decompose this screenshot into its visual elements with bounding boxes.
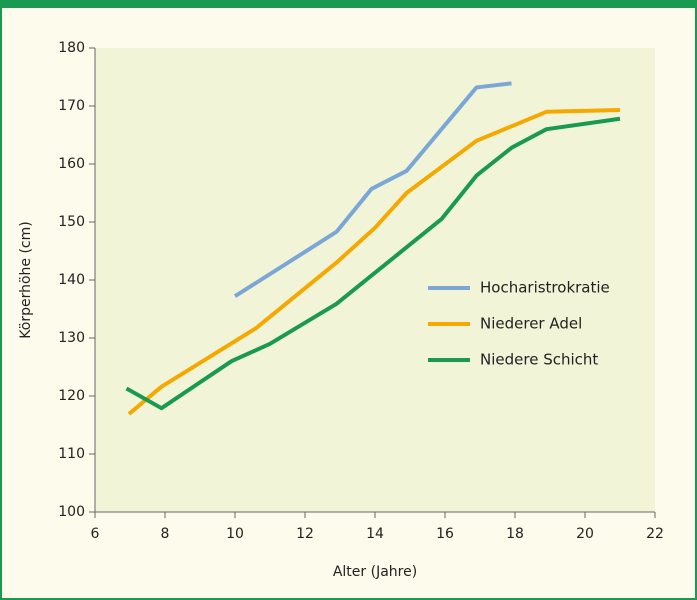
y-tick-label: 110 (58, 446, 85, 462)
series-line (233, 81, 512, 298)
x-tick-label: 20 (576, 526, 594, 542)
x-tick-label: 18 (506, 526, 524, 542)
x-tick-label: 22 (646, 526, 664, 542)
y-tick-label: 170 (58, 98, 85, 114)
top-bar (0, 0, 697, 8)
x-tick-label: 14 (366, 526, 384, 542)
y-tick-label: 180 (58, 40, 85, 56)
series-line (125, 116, 621, 411)
x-tick-label: 8 (161, 526, 170, 542)
x-tick-label: 16 (436, 526, 454, 542)
y-tick-label: 160 (58, 156, 85, 172)
legend-label: Niederer Adel (480, 315, 582, 333)
series-line (127, 108, 621, 416)
x-tick-label: 6 (91, 526, 100, 542)
y-tick-label: 150 (58, 214, 85, 230)
y-tick-label: 100 (58, 504, 85, 520)
y-axis-label: Körperhöhe (cm) (18, 221, 34, 338)
y-tick-label: 140 (58, 272, 85, 288)
y-tick-label: 130 (58, 330, 85, 346)
x-tick-label: 12 (296, 526, 314, 542)
x-axis-label: Alter (Jahre) (333, 564, 417, 580)
x-tick-label: 10 (226, 526, 244, 542)
legend-label: Hocharistrokratie (480, 279, 610, 297)
y-tick-label: 120 (58, 388, 85, 404)
legend-label: Niedere Schicht (480, 351, 598, 369)
